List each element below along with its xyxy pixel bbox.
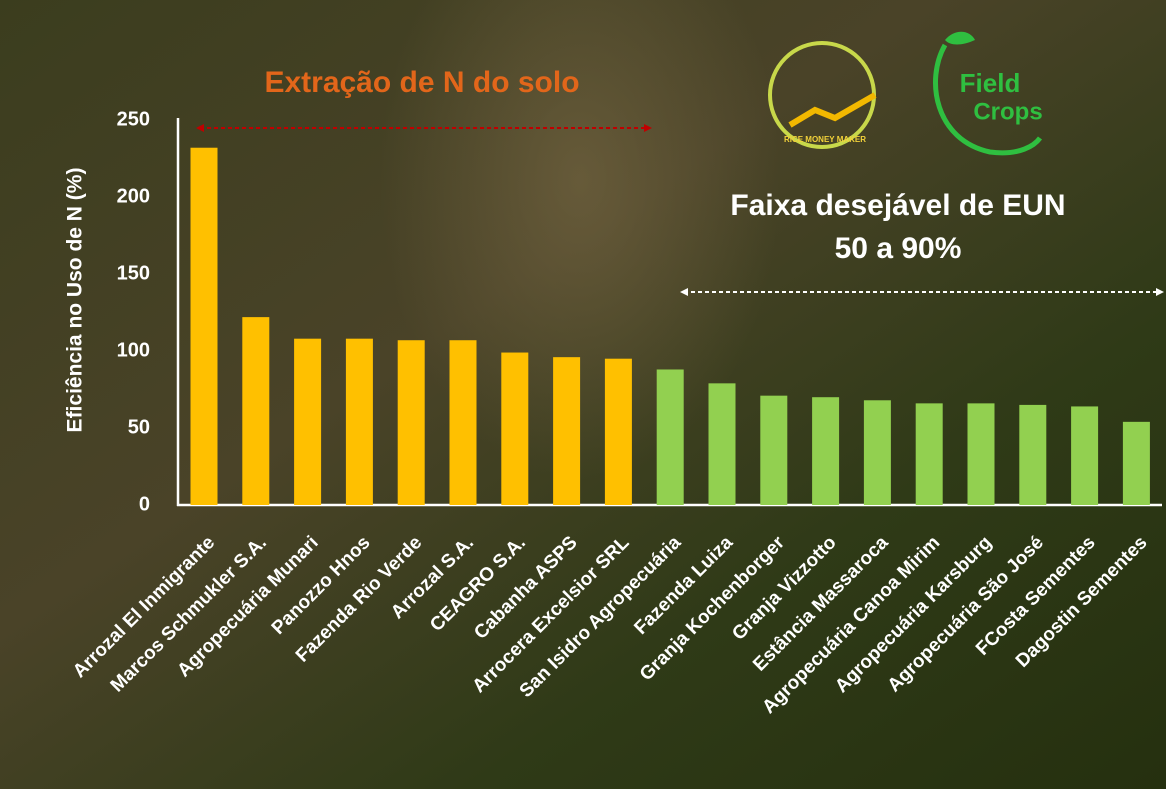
y-tick-label: 50 [128,416,150,438]
logo-field-crops: Field Crops [933,31,1043,156]
logo-text: RICE MONEY MAKER [784,135,866,144]
bar [812,397,840,505]
y-tick-label: 250 [117,108,150,130]
bar [345,338,373,505]
bar [967,403,995,505]
bar [1071,406,1099,505]
bar [397,340,425,505]
bar [449,340,477,505]
bar [190,147,218,505]
bar [1122,421,1150,505]
annotation: 50 a 90% [835,232,962,265]
bar [708,383,736,505]
logo-text: Field [960,68,1021,98]
y-tick-label: 100 [117,339,150,361]
bar [760,395,788,505]
annotation: Faixa desejável de EUN [730,189,1065,222]
y-tick-label: 150 [117,262,150,284]
bar [863,400,891,505]
bar [501,352,529,505]
bar [604,358,632,505]
y-tick-label: 0 [139,493,150,515]
y-tick-label: 200 [117,185,150,207]
bar [656,369,684,505]
y-axis-label: Eficiência no Uso de N (%) [64,168,87,433]
bar [294,338,322,505]
logo-text: Crops [973,98,1042,125]
bar [242,317,270,505]
bar [553,357,581,505]
bar [1019,404,1047,505]
logo-rice: RICE MONEY MAKER [768,41,877,149]
annotation: Extração de N do solo [264,66,579,99]
bar [915,403,943,505]
